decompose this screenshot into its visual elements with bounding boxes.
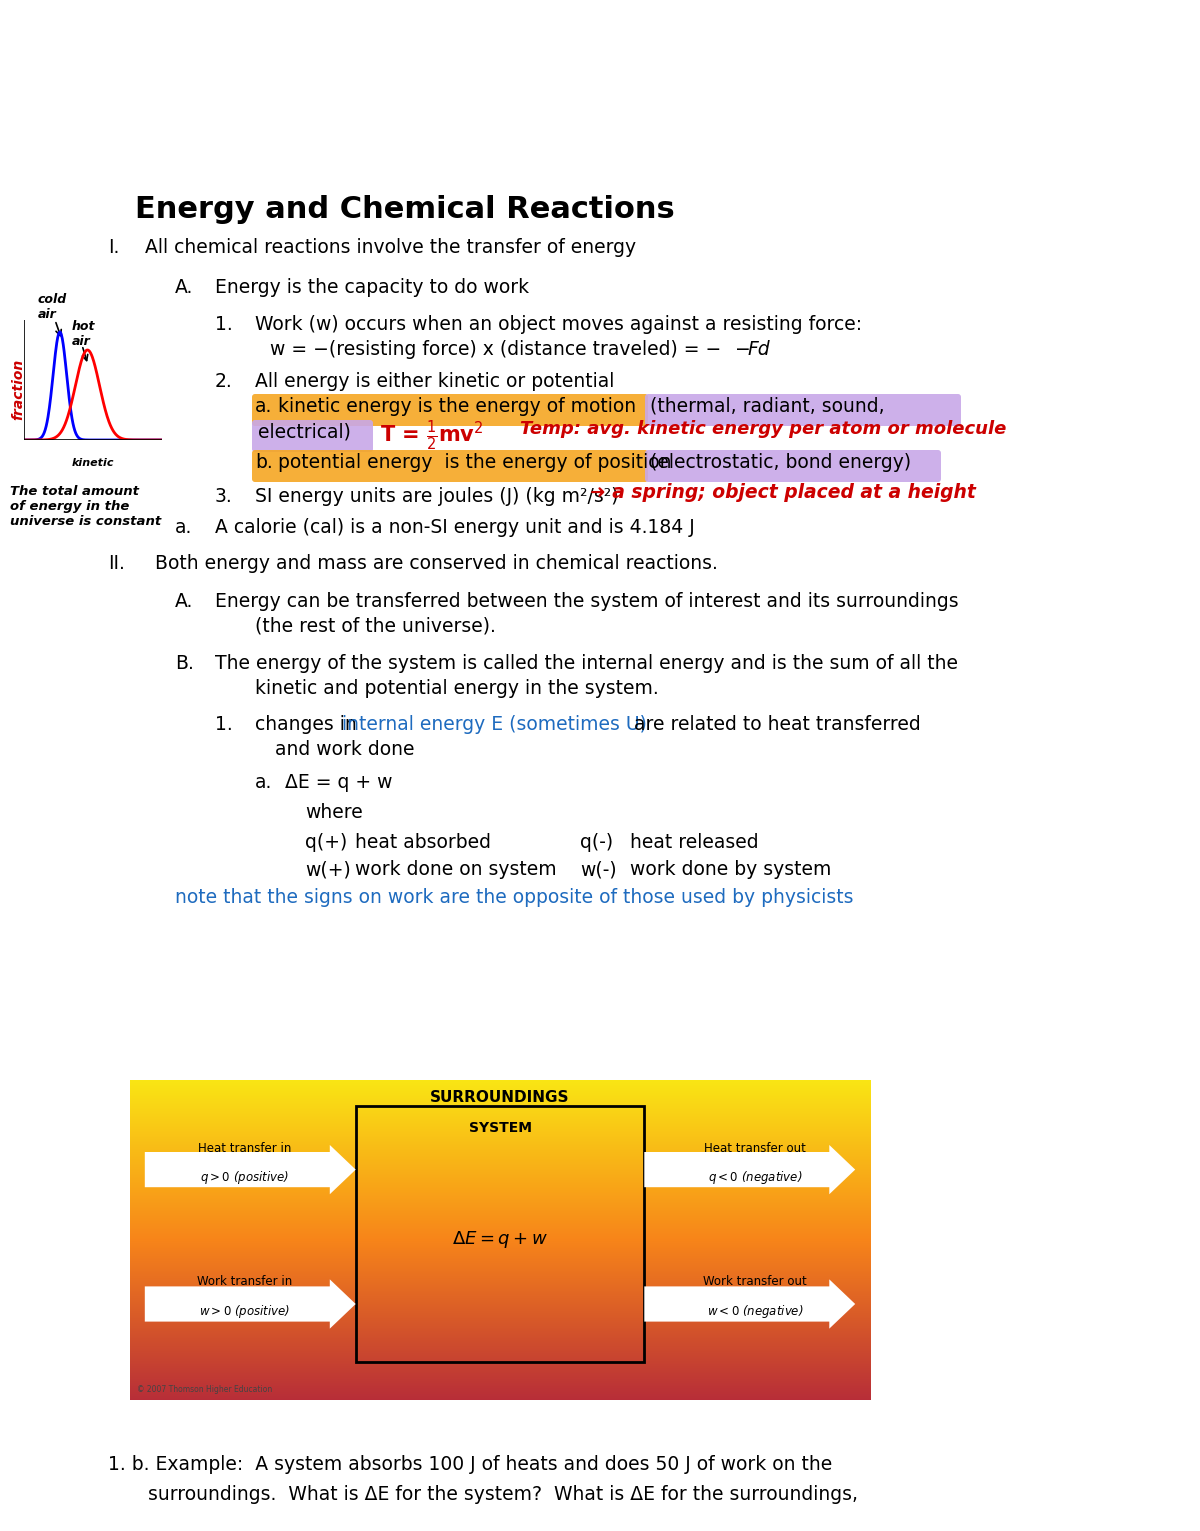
- Text: b.: b.: [256, 453, 272, 472]
- Text: kinetic energy is the energy of motion: kinetic energy is the energy of motion: [278, 397, 636, 416]
- Text: a.: a.: [175, 517, 192, 537]
- FancyBboxPatch shape: [646, 450, 941, 482]
- Text: All energy is either kinetic or potential: All energy is either kinetic or potentia…: [256, 372, 614, 390]
- Text: where: where: [305, 802, 362, 822]
- Text: A.: A.: [175, 592, 193, 611]
- Text: Energy and Chemical Reactions: Energy and Chemical Reactions: [134, 194, 674, 224]
- FancyBboxPatch shape: [252, 450, 648, 482]
- Text: changes in: changes in: [256, 715, 362, 733]
- Text: Energy can be transferred between the system of interest and its surroundings: Energy can be transferred between the sy…: [215, 592, 959, 611]
- Text: Work (w) occurs when an object moves against a resisting force:: Work (w) occurs when an object moves aga…: [256, 315, 862, 334]
- Text: electrical): electrical): [258, 423, 350, 442]
- Text: work done on system: work done on system: [355, 860, 557, 879]
- FancyArrow shape: [644, 1280, 856, 1329]
- Text: kinetic and potential energy in the system.: kinetic and potential energy in the syst…: [256, 680, 659, 698]
- Text: kinetic: kinetic: [72, 458, 114, 468]
- Text: SURROUNDINGS: SURROUNDINGS: [431, 1090, 570, 1105]
- Bar: [355, 1105, 644, 1361]
- Text: hot: hot: [72, 320, 96, 334]
- Text: cold: cold: [38, 292, 67, 306]
- Text: w(-): w(-): [580, 860, 617, 879]
- FancyArrow shape: [644, 1145, 856, 1194]
- Text: fraction: fraction: [11, 358, 25, 419]
- Text: 2.: 2.: [215, 372, 233, 390]
- Text: Both energy and mass are conserved in chemical reactions.: Both energy and mass are conserved in ch…: [155, 554, 718, 573]
- Text: heat absorbed: heat absorbed: [355, 833, 491, 851]
- Text: Work transfer in: Work transfer in: [197, 1275, 293, 1288]
- Text: The total amount
of energy in the
universe is constant: The total amount of energy in the univer…: [10, 485, 161, 528]
- Text: $q > 0$ (positive): $q > 0$ (positive): [200, 1170, 289, 1187]
- Text: q(+): q(+): [305, 833, 347, 851]
- Text: −: −: [734, 340, 751, 358]
- Text: I.: I.: [108, 237, 119, 257]
- Text: $w > 0$ (positive): $w > 0$ (positive): [199, 1303, 290, 1320]
- Text: The energy of the system is called the internal energy and is the sum of all the: The energy of the system is called the i…: [215, 654, 958, 674]
- Text: Heat transfer out: Heat transfer out: [704, 1142, 806, 1156]
- Text: Fd: Fd: [748, 340, 770, 358]
- Text: 1. b. Example:  A system absorbs 100 J of heats and does 50 J of work on the: 1. b. Example: A system absorbs 100 J of…: [108, 1454, 833, 1474]
- FancyBboxPatch shape: [252, 393, 648, 426]
- Text: ΔE = q + w: ΔE = q + w: [286, 773, 392, 792]
- Text: are related to heat transferred: are related to heat transferred: [628, 715, 920, 733]
- Text: (electrostatic, bond energy): (electrostatic, bond energy): [650, 453, 911, 472]
- Text: All chemical reactions involve the transfer of energy: All chemical reactions involve the trans…: [145, 237, 636, 257]
- Text: T = $\frac{1}{2}$mv$^2$: T = $\frac{1}{2}$mv$^2$: [380, 418, 484, 453]
- Text: Temp: avg. kinetic energy per atom or molecule: Temp: avg. kinetic energy per atom or mo…: [520, 419, 1007, 438]
- Text: 3.: 3.: [215, 487, 233, 507]
- Text: potential energy  is the energy of position: potential energy is the energy of positi…: [278, 453, 672, 472]
- Text: © 2007 Thomson Higher Education: © 2007 Thomson Higher Education: [138, 1384, 272, 1393]
- Text: a.: a.: [256, 773, 272, 792]
- Text: SYSTEM: SYSTEM: [468, 1121, 532, 1134]
- FancyArrow shape: [145, 1280, 355, 1329]
- Text: (thermal, radiant, sound,: (thermal, radiant, sound,: [650, 397, 884, 416]
- Text: air: air: [38, 308, 56, 322]
- Text: and work done: and work done: [275, 739, 414, 759]
- Text: 1.: 1.: [215, 715, 233, 733]
- Text: a.: a.: [256, 397, 272, 416]
- Text: Work transfer out: Work transfer out: [703, 1275, 808, 1288]
- Text: A.: A.: [175, 279, 193, 297]
- Text: heat released: heat released: [630, 833, 758, 851]
- Text: w(+): w(+): [305, 860, 350, 879]
- Text: A calorie (cal) is a non-SI energy unit and is 4.184 J: A calorie (cal) is a non-SI energy unit …: [215, 517, 695, 537]
- Text: B.: B.: [175, 654, 194, 674]
- Text: (the rest of the universe).: (the rest of the universe).: [256, 617, 496, 635]
- Text: 1.: 1.: [215, 315, 233, 334]
- FancyArrow shape: [145, 1145, 355, 1194]
- Text: note that the signs on work are the opposite of those used by physicists: note that the signs on work are the oppo…: [175, 888, 853, 906]
- Text: SI energy units are joules (J) (kg m²/s²): SI energy units are joules (J) (kg m²/s²…: [256, 487, 618, 507]
- Text: $\Delta E = q + w$: $\Delta E = q + w$: [452, 1229, 548, 1251]
- Text: $q < 0$ (negative): $q < 0$ (negative): [708, 1170, 803, 1187]
- Text: w = −(resisting force) x (distance traveled) = −: w = −(resisting force) x (distance trave…: [270, 340, 721, 358]
- FancyBboxPatch shape: [252, 419, 373, 452]
- Text: II.: II.: [108, 554, 125, 573]
- Text: work done by system: work done by system: [630, 860, 832, 879]
- Text: ➜ a spring; object placed at a height: ➜ a spring; object placed at a height: [590, 482, 976, 502]
- Text: surroundings.  What is ΔE for the system?  What is ΔE for the surroundings,: surroundings. What is ΔE for the system?…: [148, 1485, 858, 1503]
- Text: internal energy E (sometimes U): internal energy E (sometimes U): [342, 715, 647, 733]
- Text: $w < 0$ (negative): $w < 0$ (negative): [707, 1303, 804, 1320]
- Text: Heat transfer in: Heat transfer in: [198, 1142, 292, 1156]
- FancyBboxPatch shape: [646, 393, 961, 426]
- Text: Energy is the capacity to do work: Energy is the capacity to do work: [215, 279, 529, 297]
- Text: q(-): q(-): [580, 833, 613, 851]
- Text: air: air: [72, 335, 91, 348]
